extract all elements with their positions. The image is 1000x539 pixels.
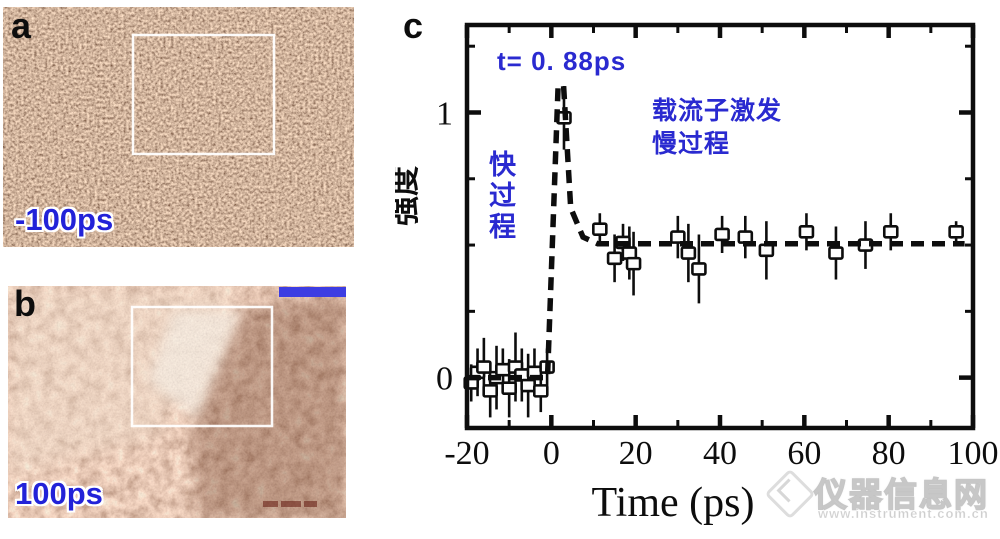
panel-label-b: b [14, 283, 36, 324]
speckle-noise-image-b [8, 286, 346, 518]
timestamp-mark [281, 501, 301, 507]
data-point [670, 230, 686, 244]
data-point [476, 360, 492, 374]
micrograph-panel-b: b 100ps [8, 286, 346, 518]
roi-rectangle-b [130, 305, 274, 428]
y-axis-label: 强度 [395, 166, 422, 226]
timestamp-mark [304, 501, 317, 507]
data-point [691, 262, 707, 276]
data-point [680, 246, 697, 260]
decay-curve-chart: -20 0 20 40 60 80 100 0 1 Time (ps) 强度 [395, 22, 999, 526]
data-point [798, 225, 815, 239]
micrograph-panel-a: a -100ps [3, 7, 354, 247]
x-tick-label: 40 [703, 435, 737, 472]
data-point [606, 251, 623, 266]
data-point [758, 243, 775, 258]
data-point [532, 384, 549, 398]
data-point [882, 225, 899, 239]
delay-timestamp-b: 100ps [15, 476, 103, 511]
data-point [501, 381, 517, 396]
y-tick-label: 1 [436, 95, 453, 132]
roi-rectangle-a [131, 33, 276, 156]
data-point [592, 222, 608, 236]
y-tick-label: 0 [436, 361, 453, 398]
delay-timestamp-a: -100ps [15, 202, 114, 237]
data-point [625, 256, 642, 271]
data-point [482, 384, 498, 398]
fast-process-annotation: 快过程 [485, 150, 515, 243]
data-point [520, 378, 536, 393]
fit-curve [467, 83, 965, 381]
x-axis-label: Time (ps) [592, 480, 755, 526]
data-point [714, 227, 730, 242]
slow-process-line1: 载流子激发 [652, 97, 783, 125]
data-point [948, 225, 964, 239]
panel-label-c: c [403, 5, 424, 46]
x-tick-label: 20 [619, 435, 653, 472]
timestamp-mark [263, 501, 278, 507]
x-tick-label: -20 [444, 435, 489, 472]
data-point [828, 246, 844, 260]
speckle-noise-image-a [3, 7, 354, 247]
x-tick-label: 100 [948, 435, 999, 472]
slow-process-annotation: 载流子激发 慢过程 [652, 95, 832, 161]
noise-texture-a [3, 7, 354, 247]
slow-process-line2: 慢过程 [652, 130, 731, 158]
fine-grain-overlay [8, 286, 346, 518]
timestamp-marks [263, 501, 320, 519]
x-tick-label: 80 [872, 435, 906, 472]
rise-time-annotation: t= 0. 88ps [497, 46, 627, 76]
x-tick-label: 60 [787, 435, 821, 472]
data-point [495, 362, 511, 377]
x-tick-label: 0 [543, 435, 560, 472]
scale-bar [279, 287, 346, 297]
panel-label-a: a [11, 5, 32, 46]
